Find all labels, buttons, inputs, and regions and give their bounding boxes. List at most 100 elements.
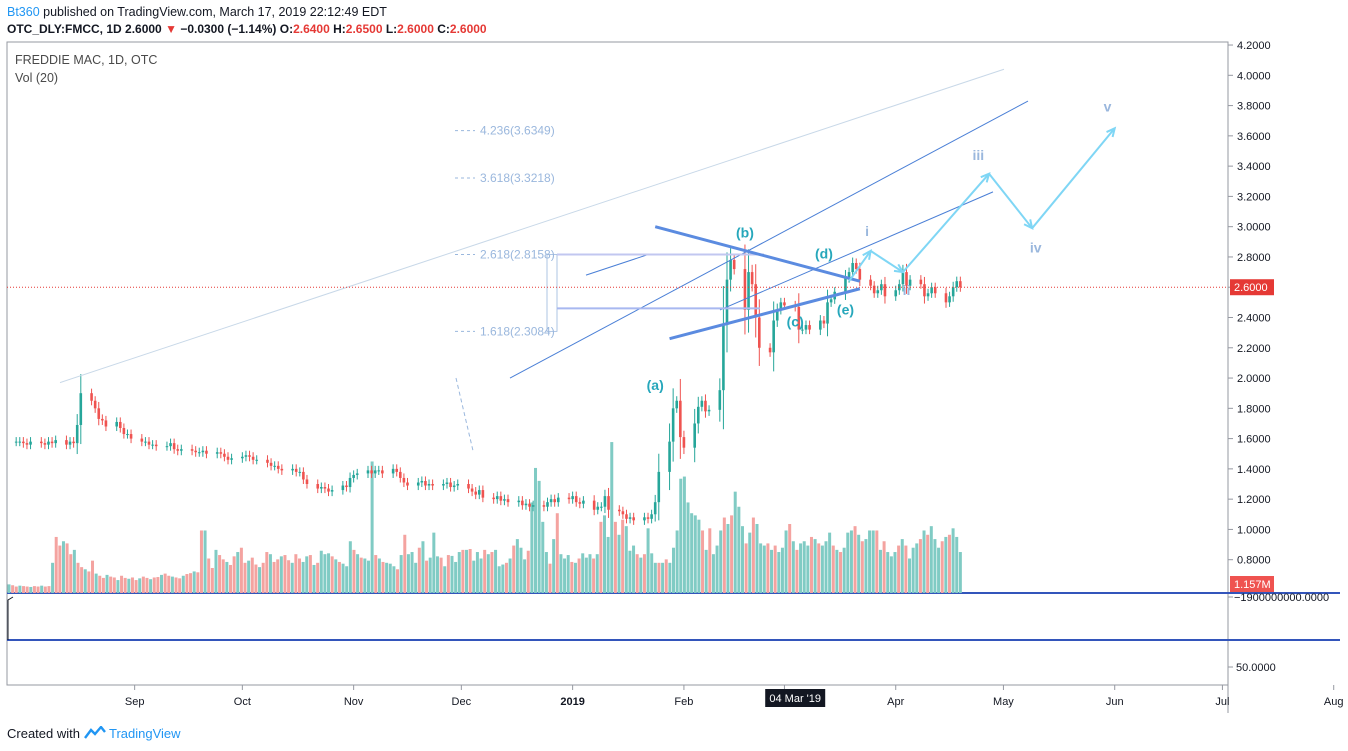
candle-body	[402, 477, 406, 483]
volume-bar	[530, 502, 534, 593]
projection-segment	[1031, 127, 1116, 229]
volume-bar	[541, 521, 545, 593]
tradingview-brand[interactable]: TradingView	[109, 726, 181, 741]
candle-body	[452, 485, 456, 488]
volume-bar	[243, 562, 247, 593]
volume-bar	[766, 543, 770, 593]
series-legend[interactable]: FREDDIE MAC, 1D, OTC	[15, 53, 158, 67]
volume-bar	[944, 536, 948, 593]
candle-body	[366, 470, 370, 474]
candle-body	[172, 443, 176, 450]
candle-body	[416, 482, 420, 486]
candle-body	[955, 281, 959, 288]
x-tick-label: Oct	[234, 696, 251, 708]
wave-label: (d)	[815, 245, 833, 261]
dashed-guide	[455, 377, 474, 451]
x-tick-label: Aug	[1324, 696, 1344, 708]
volume-bar	[356, 554, 360, 593]
volume-bar	[799, 543, 803, 593]
candle-body	[345, 485, 348, 488]
volume-bar	[83, 569, 87, 593]
volume-bar	[664, 559, 668, 593]
volume-bar	[737, 506, 741, 593]
candle-body	[298, 471, 302, 473]
volume-legend[interactable]: Vol (20)	[15, 71, 59, 85]
volume-bar	[120, 575, 124, 593]
candle-body	[90, 393, 93, 401]
volume-bar	[446, 555, 450, 593]
open-label: O:	[279, 22, 294, 36]
candle-body	[43, 443, 47, 445]
volume-bar	[918, 539, 922, 593]
fib-label: 1.618(2.3084)	[480, 324, 555, 338]
y-tick-label: 2.4000	[1237, 313, 1271, 325]
publisher-name[interactable]: Bt360	[7, 5, 40, 19]
volume-bar	[690, 513, 694, 593]
candle-body	[679, 400, 682, 438]
candle-body	[477, 490, 481, 495]
candle-body	[704, 400, 707, 412]
candle-body	[822, 320, 826, 324]
volume-bar	[584, 557, 588, 593]
projection-label: v	[1104, 99, 1112, 115]
volume-bar	[570, 561, 574, 593]
volume-bar	[639, 557, 643, 593]
volume-bar	[621, 519, 625, 593]
candle-body	[165, 446, 169, 448]
candle-body	[22, 441, 25, 444]
volume-bar	[657, 562, 661, 593]
volume-bar	[91, 560, 95, 593]
volume-bar	[22, 586, 26, 593]
candle-body	[621, 511, 625, 515]
volume-bar	[864, 539, 868, 593]
candle-body	[470, 488, 474, 492]
crosshair-date-box	[765, 689, 826, 707]
volume-bar	[748, 532, 752, 593]
volume-bar	[189, 573, 193, 593]
candle-body	[126, 434, 129, 436]
candle-body	[729, 259, 732, 280]
volume-bar	[247, 560, 251, 593]
volume-bar	[878, 549, 882, 593]
candle-body	[747, 272, 750, 310]
volume-bar	[283, 555, 287, 593]
volume-bar	[661, 562, 665, 593]
upper-trendline	[59, 68, 1005, 384]
volume-bar	[733, 491, 737, 593]
price-change: −0.0300 (−1.14%)	[180, 22, 277, 36]
candle-body	[122, 428, 126, 435]
candle-body	[700, 400, 704, 407]
volume-bar	[94, 573, 98, 593]
volume-bar	[290, 562, 294, 593]
candle-body	[205, 450, 208, 454]
candle-body	[571, 496, 574, 500]
volume-bar	[573, 562, 577, 593]
volume-bar	[828, 532, 832, 593]
channel-top-line	[509, 100, 1029, 379]
candle-body	[316, 484, 320, 489]
candle-body	[923, 284, 926, 297]
volume-badge	[1230, 576, 1274, 592]
candle-body	[456, 484, 460, 486]
volume-bar	[577, 558, 581, 593]
candle-body	[826, 302, 829, 324]
candle-body	[269, 462, 273, 466]
high-label: H:	[333, 22, 346, 36]
fib-label: 2.618(2.8158)	[480, 248, 555, 262]
last-price: 2.6000	[125, 22, 162, 36]
candle-body	[750, 272, 754, 285]
volume-bar	[581, 553, 585, 593]
volume-bar	[272, 561, 276, 593]
volume-bar	[897, 545, 901, 593]
candle-body	[266, 459, 269, 463]
volume-bar	[465, 549, 469, 593]
candle-body	[442, 484, 445, 486]
volume-bar	[301, 561, 305, 593]
channel-segment	[585, 253, 651, 276]
projection-segment	[988, 173, 1033, 229]
volume-bar	[555, 513, 559, 593]
volume-bar	[857, 534, 861, 593]
triangle-line	[654, 225, 861, 283]
candle-body	[783, 302, 786, 306]
